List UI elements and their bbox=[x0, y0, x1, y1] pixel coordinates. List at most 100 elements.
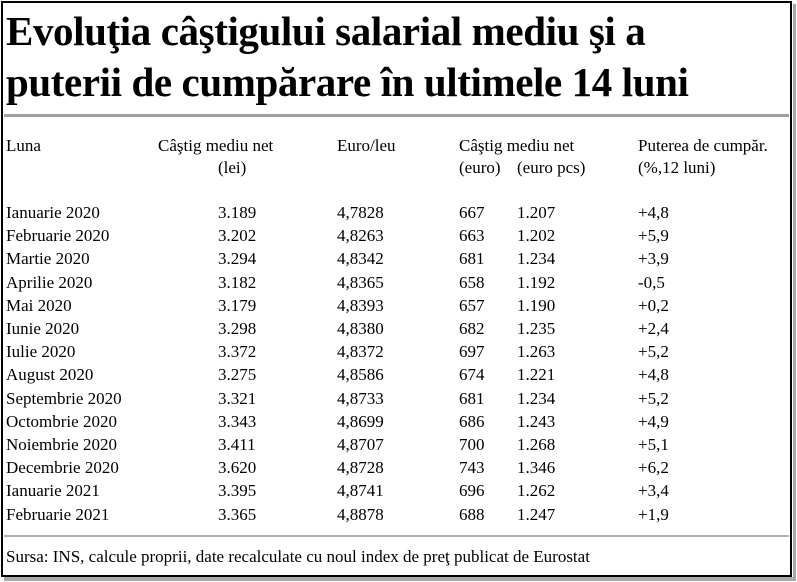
cell-euro-leu: 4,8733 bbox=[337, 389, 384, 408]
cell-putere: +5,2 bbox=[638, 389, 669, 408]
cell-castig-euro: 686 bbox=[459, 412, 485, 431]
cell-castig-lei: 3.372 bbox=[218, 342, 257, 361]
cell-putere: +4,8 bbox=[638, 365, 669, 384]
cell-castig-euro: 743 bbox=[459, 458, 485, 477]
cell-euro-leu: 4,8699 bbox=[337, 412, 384, 431]
cell-luna: Martie 2020 bbox=[6, 249, 90, 268]
cell-castig-lei: 3.365 bbox=[218, 505, 257, 524]
cell-luna: Octombrie 2020 bbox=[6, 412, 117, 431]
cell-castig-euro: 658 bbox=[459, 273, 485, 292]
cell-euro-leu: 4,8263 bbox=[337, 226, 384, 245]
title-line-1: Evoluţia câştigului salarial mediu şi a bbox=[6, 8, 646, 54]
cell-castig-lei: 3.179 bbox=[218, 296, 257, 315]
cell-luna: Decembrie 2020 bbox=[6, 458, 119, 477]
cell-putere: +5,1 bbox=[638, 435, 669, 454]
cell-castig-euro: 663 bbox=[459, 226, 485, 245]
header-castig-euro-sub2: (euro pcs) bbox=[517, 158, 586, 177]
cell-putere: +5,2 bbox=[638, 342, 669, 361]
cell-castig-euro-pcs: 1.263 bbox=[517, 342, 556, 361]
header-euro-leu: Euro/leu bbox=[337, 136, 396, 155]
cell-castig-euro-pcs: 1.202 bbox=[517, 226, 556, 245]
cell-castig-euro: 681 bbox=[459, 389, 485, 408]
cell-castig-euro: 657 bbox=[459, 296, 485, 315]
cell-putere: +0,2 bbox=[638, 296, 669, 315]
cell-putere: +4,8 bbox=[638, 203, 669, 222]
cell-castig-euro-pcs: 1.268 bbox=[517, 435, 556, 454]
cell-luna: Aprilie 2020 bbox=[6, 273, 93, 292]
cell-luna: Februarie 2021 bbox=[6, 505, 110, 524]
cell-castig-euro-pcs: 1.346 bbox=[517, 458, 556, 477]
cell-euro-leu: 4,8586 bbox=[337, 365, 384, 384]
cell-euro-leu: 4,8380 bbox=[337, 319, 384, 338]
cell-luna: Iunie 2020 bbox=[6, 319, 80, 338]
cell-euro-leu: 4,8878 bbox=[337, 505, 384, 524]
title-divider bbox=[4, 114, 789, 117]
cell-luna: Ianuarie 2021 bbox=[6, 481, 100, 500]
cell-castig-lei: 3.275 bbox=[218, 365, 257, 384]
cell-luna: Mai 2020 bbox=[6, 296, 72, 315]
cell-castig-euro-pcs: 1.262 bbox=[517, 481, 556, 500]
cell-euro-leu: 4,7828 bbox=[337, 203, 384, 222]
cell-castig-euro: 700 bbox=[459, 435, 485, 454]
cell-castig-lei: 3.321 bbox=[218, 389, 257, 408]
cell-castig-euro: 681 bbox=[459, 249, 485, 268]
cell-euro-leu: 4,8365 bbox=[337, 273, 384, 292]
cell-castig-euro: 682 bbox=[459, 319, 485, 338]
cell-putere: +3,9 bbox=[638, 249, 669, 268]
source-note: Sursa: INS, calcule proprii, date recalc… bbox=[6, 547, 590, 566]
cell-putere: -0,5 bbox=[638, 273, 665, 292]
cell-luna: Noiembrie 2020 bbox=[6, 435, 117, 454]
frame-shadow-right bbox=[793, 4, 796, 580]
cell-luna: August 2020 bbox=[6, 365, 94, 384]
cell-putere: +5,9 bbox=[638, 226, 669, 245]
cell-castig-euro-pcs: 1.247 bbox=[517, 505, 556, 524]
cell-putere: +1,9 bbox=[638, 505, 669, 524]
cell-putere: +3,4 bbox=[638, 481, 669, 500]
cell-castig-euro-pcs: 1.235 bbox=[517, 319, 556, 338]
header-castig-euro-line1: Câştig mediu net bbox=[459, 136, 575, 155]
title-line-2: puterii de cumpărare în ultimele 14 luni bbox=[6, 59, 689, 105]
cell-castig-lei: 3.411 bbox=[218, 435, 256, 454]
cell-euro-leu: 4,8372 bbox=[337, 342, 384, 361]
page-title: Evoluţia câştigului salarial mediu şi a … bbox=[6, 6, 786, 108]
header-putere-line1: Puterea de cumpăr. bbox=[638, 136, 768, 155]
cell-castig-euro-pcs: 1.221 bbox=[517, 365, 556, 384]
cell-castig-lei: 3.202 bbox=[218, 226, 257, 245]
cell-putere: +6,2 bbox=[638, 458, 669, 477]
cell-castig-lei: 3.189 bbox=[218, 203, 257, 222]
cell-castig-euro: 697 bbox=[459, 342, 485, 361]
cell-castig-euro-pcs: 1.243 bbox=[517, 412, 556, 431]
cell-castig-euro-pcs: 1.192 bbox=[517, 273, 556, 292]
cell-castig-euro: 667 bbox=[459, 203, 485, 222]
cell-castig-euro: 696 bbox=[459, 481, 485, 500]
frame-shadow-bottom bbox=[4, 577, 796, 581]
cell-euro-leu: 4,8728 bbox=[337, 458, 384, 477]
cell-castig-euro-pcs: 1.234 bbox=[517, 249, 556, 268]
cell-castig-lei: 3.395 bbox=[218, 481, 257, 500]
header-putere-line2: (%,12 luni) bbox=[638, 158, 716, 177]
cell-castig-euro: 688 bbox=[459, 505, 485, 524]
cell-castig-lei: 3.294 bbox=[218, 249, 257, 268]
cell-castig-lei: 3.298 bbox=[218, 319, 257, 338]
cell-luna: Ianuarie 2020 bbox=[6, 203, 100, 222]
cell-putere: +2,4 bbox=[638, 319, 669, 338]
cell-castig-euro-pcs: 1.190 bbox=[517, 296, 556, 315]
cell-euro-leu: 4,8707 bbox=[337, 435, 384, 454]
cell-castig-lei: 3.343 bbox=[218, 412, 257, 431]
cell-putere: +4,9 bbox=[638, 412, 669, 431]
source-divider bbox=[4, 535, 789, 537]
cell-luna: Iulie 2020 bbox=[6, 342, 76, 361]
cell-castig-euro-pcs: 1.207 bbox=[517, 203, 556, 222]
cell-euro-leu: 4,8342 bbox=[337, 249, 384, 268]
header-castig-lei-line2: (lei) bbox=[218, 158, 247, 177]
header-castig-lei-line1: Câştig mediu net bbox=[158, 136, 274, 155]
cell-castig-euro-pcs: 1.234 bbox=[517, 389, 556, 408]
cell-luna: Februarie 2020 bbox=[6, 226, 110, 245]
header-castig-euro-sub1: (euro) bbox=[459, 158, 501, 177]
cell-luna: Septembrie 2020 bbox=[6, 389, 122, 408]
cell-euro-leu: 4,8741 bbox=[337, 481, 384, 500]
cell-castig-lei: 3.182 bbox=[218, 273, 257, 292]
cell-castig-euro: 674 bbox=[459, 365, 485, 384]
cell-castig-lei: 3.620 bbox=[218, 458, 257, 477]
